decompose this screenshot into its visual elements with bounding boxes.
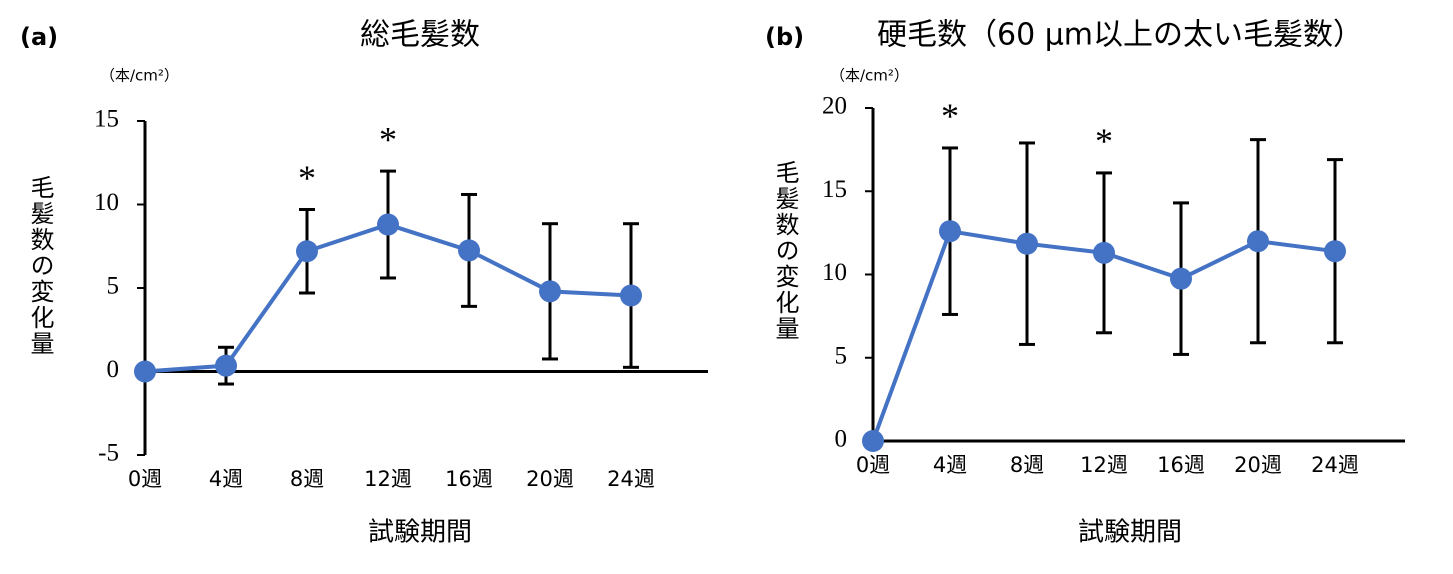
data-point [134,360,156,383]
significance-mark: * [298,158,316,198]
data-point [939,220,961,243]
x-tick-label: 24週 [607,467,655,491]
x-tick-label: 24週 [1311,453,1359,477]
y-tick-label: 15 [94,106,119,133]
x-tick-label: 0週 [856,453,890,477]
significance-mark: * [941,96,959,136]
x-tick-label: 8週 [1010,453,1044,477]
data-point [1247,230,1269,253]
y-tick-label: 5 [107,273,120,300]
y-tick-label: 5 [835,342,848,369]
y-tick-label: 10 [822,259,847,286]
data-point [539,280,561,303]
x-tick-label: 20週 [526,467,574,491]
chart-title: 総毛髪数 [360,18,480,53]
data-point [620,284,642,307]
unit-label: （本/cm²） [100,67,179,85]
x-tick-label: 20週 [1234,453,1282,477]
y-tick-label: 15 [822,176,847,203]
y-tick-label: -5 [98,440,119,467]
y-tick-label: 0 [835,426,848,453]
data-point [862,430,884,452]
panel-label: (a) [20,23,58,51]
significance-mark: * [1095,121,1113,161]
unit-label: （本/cm²） [830,67,909,85]
data-point [1324,240,1346,263]
y-axis-label: 毛髪数の変化量 [771,160,799,342]
data-point [1170,267,1192,290]
x-tick-label: 0週 [128,467,162,491]
data-point [458,239,480,262]
x-tick-label: 8週 [290,467,324,491]
x-tick-label: 4週 [209,467,243,491]
data-point [1016,232,1038,255]
x-axis-label: 試験期間 [368,518,472,548]
data-point [377,213,399,236]
data-point [296,240,318,263]
panel-label: (b) [765,23,804,51]
y-tick-label: 0 [107,356,120,383]
data-point [215,354,237,377]
significance-mark: * [379,119,397,159]
chart-title: 硬毛数（60 µm以上の太い毛髪数） [877,18,1363,53]
x-tick-label: 4週 [933,453,967,477]
x-tick-label: 16週 [1157,453,1205,477]
y-axis-label: 毛髪数の変化量 [26,175,54,357]
x-tick-label: 16週 [445,467,493,491]
x-tick-label: 12週 [364,467,412,491]
y-tick-label: 10 [94,189,119,216]
y-tick-label: 20 [822,93,847,120]
x-tick-label: 12週 [1080,453,1128,477]
data-point [1093,241,1115,264]
x-axis-label: 試験期間 [1078,518,1182,548]
